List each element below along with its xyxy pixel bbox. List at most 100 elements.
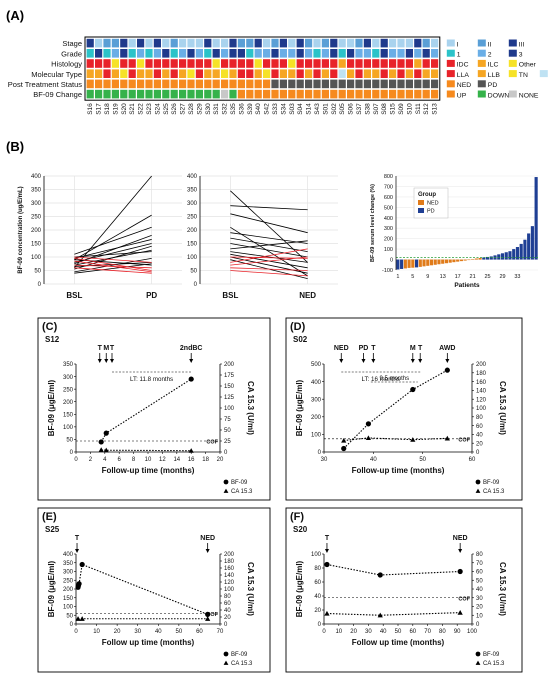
waterfall-bar bbox=[414, 259, 419, 268]
y-tick-label: 500 bbox=[311, 362, 322, 368]
heatmap-row-label: Stage bbox=[62, 39, 82, 48]
event-arrowhead bbox=[104, 359, 109, 363]
heatmap-cell bbox=[237, 79, 245, 89]
heatmap-legend-swatch bbox=[508, 39, 517, 47]
heatmap-cell bbox=[288, 38, 296, 48]
x-tick-label: 40 bbox=[155, 629, 162, 635]
heatmap-sample-label: S38 bbox=[364, 103, 371, 115]
section-label-a: (A) bbox=[6, 8, 24, 23]
event-arrowhead bbox=[205, 549, 210, 553]
y2-tick-label: 100 bbox=[476, 406, 487, 412]
heatmap-sample-label: S25 bbox=[163, 103, 170, 115]
series-line bbox=[74, 243, 152, 263]
heatmap-sample-label: S17 bbox=[96, 103, 103, 115]
heatmap-legend-swatch bbox=[446, 70, 455, 78]
heatmap-cell bbox=[212, 59, 220, 68]
y2-tick-label: 125 bbox=[224, 395, 235, 401]
panel-b-waterfall-chart: -100 0 100 200 300 400 500 600 700 800 1 5 9 13 17 21 25… bbox=[370, 174, 538, 289]
y-tick-label: 150 bbox=[63, 412, 74, 418]
heatmap-cell bbox=[137, 49, 145, 58]
waterfall-bar bbox=[482, 257, 486, 260]
heatmap-cell bbox=[405, 69, 413, 78]
heatmap-cell bbox=[103, 49, 111, 58]
heatmap-cell bbox=[422, 89, 430, 99]
heatmap-cell bbox=[179, 89, 187, 99]
heatmap-cell bbox=[321, 49, 329, 58]
heatmap-legend-label: DOWN bbox=[488, 92, 510, 99]
x-tick-label: 14 bbox=[173, 457, 180, 463]
heatmap-cell bbox=[229, 38, 237, 48]
x-tick-label: 0 bbox=[74, 629, 78, 635]
heatmap-sample-label: S40 bbox=[255, 103, 262, 115]
heatmap-legend-swatch bbox=[477, 49, 486, 57]
heatmap-sample-label: S14 bbox=[306, 103, 313, 115]
heatmap-sample-label: S34 bbox=[280, 103, 287, 115]
cof-label: COF bbox=[206, 612, 218, 618]
heatmap-cell bbox=[296, 79, 304, 89]
heatmap-legend-swatch bbox=[508, 59, 517, 67]
heatmap-cell bbox=[347, 49, 355, 58]
heatmap-cell bbox=[279, 79, 287, 89]
heatmap-cell bbox=[170, 38, 178, 48]
x-tick-label: 10 bbox=[145, 457, 152, 463]
heatmap-cell bbox=[338, 38, 346, 48]
heatmap-cell bbox=[263, 49, 271, 58]
heatmap-cell bbox=[380, 79, 388, 89]
bf09-point bbox=[365, 421, 371, 427]
heatmap-cell bbox=[431, 89, 439, 99]
heatmap-cell bbox=[187, 59, 195, 68]
heatmap-cell bbox=[229, 89, 237, 99]
patient-id: S25 bbox=[45, 525, 60, 534]
y2-tick-label: 160 bbox=[476, 380, 487, 386]
heatmap-cell bbox=[162, 79, 170, 89]
y-tick-label: 80 bbox=[314, 566, 321, 572]
waterfall-bar bbox=[474, 258, 478, 260]
y-tick-label: 200 bbox=[311, 415, 322, 421]
y-tick-label: 300 bbox=[63, 570, 74, 576]
heatmap-cell bbox=[347, 89, 355, 99]
heatmap-cell bbox=[397, 59, 405, 68]
heatmap-cell bbox=[288, 69, 296, 78]
heatmap-cell bbox=[229, 69, 237, 78]
waterfall-bar bbox=[429, 259, 434, 266]
waterfall-bar bbox=[444, 259, 449, 264]
event-arrowhead bbox=[75, 549, 80, 553]
heatmap-legend-swatch bbox=[446, 59, 455, 67]
heatmap-cell bbox=[296, 49, 304, 58]
x-tick-label: 17 bbox=[455, 274, 461, 280]
heatmap-cell bbox=[305, 49, 313, 58]
heatmap-cell bbox=[321, 79, 329, 89]
legend-bf09-label: BF-09 bbox=[483, 480, 500, 486]
x-tick-label: 33 bbox=[514, 274, 520, 280]
heatmap-cell bbox=[111, 49, 119, 58]
heatmap-cell bbox=[103, 38, 111, 48]
heatmap-cell bbox=[313, 59, 321, 68]
waterfall-bar bbox=[400, 259, 404, 269]
heatmap-cell bbox=[212, 89, 220, 99]
heatmap-cell bbox=[347, 59, 355, 68]
y-tick-label: 250 bbox=[63, 578, 74, 584]
interval-label: LT: 11.8 months bbox=[130, 376, 173, 383]
x-axis-title: Follow up time (months) bbox=[352, 638, 445, 647]
heatmap-cell bbox=[86, 59, 94, 68]
heatmap-cell bbox=[204, 38, 212, 48]
patient-id: S02 bbox=[293, 335, 308, 344]
ca153-point bbox=[377, 612, 383, 618]
heatmap-sample-label: S30 bbox=[205, 103, 212, 115]
waterfall-bar bbox=[403, 259, 407, 269]
heatmap-cell bbox=[288, 89, 296, 99]
x-tick-label: 20 bbox=[350, 629, 357, 635]
y-tick-label: 200 bbox=[31, 228, 42, 234]
legend-ca153-label: CA 15.3 bbox=[231, 489, 253, 495]
interval-label: 9.5 months bbox=[379, 376, 409, 382]
y-tick-label: 350 bbox=[31, 188, 42, 194]
heatmap-cell bbox=[153, 89, 161, 99]
heatmap-cell bbox=[422, 59, 430, 68]
heatmap-sample-label: S36 bbox=[238, 103, 245, 115]
heatmap-sample-label: S08 bbox=[381, 103, 388, 115]
heatmap-cell bbox=[195, 49, 203, 58]
y-tick-label: 100 bbox=[63, 605, 74, 611]
heatmap-cell bbox=[330, 79, 338, 89]
heatmap-cell bbox=[111, 38, 119, 48]
heatmap-cell bbox=[95, 69, 103, 78]
